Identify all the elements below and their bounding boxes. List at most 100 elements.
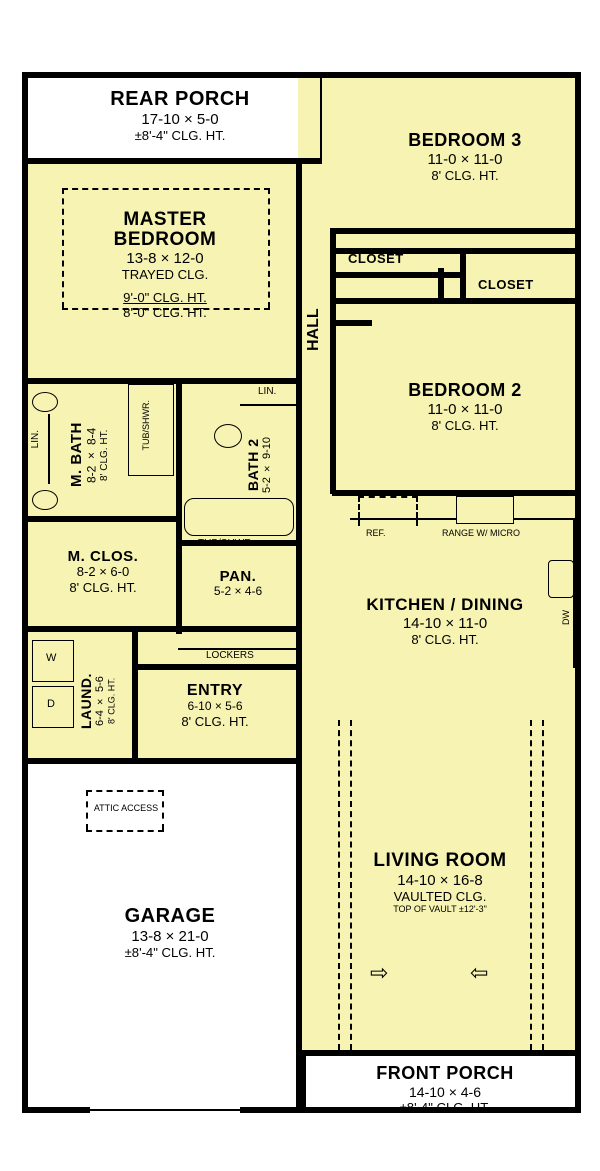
- wall-living-bottom: [300, 1050, 579, 1056]
- wall-top-right: [320, 72, 579, 78]
- master-tray-t: [62, 188, 270, 190]
- kitchen-name: KITCHEN / DINING: [330, 595, 560, 615]
- dryer-text: D: [47, 698, 55, 710]
- bath2-sink: [214, 424, 242, 448]
- bath2-lin-div: [240, 404, 296, 406]
- cooktop: [456, 496, 514, 524]
- attic-b: [86, 830, 164, 832]
- closet-r-label: CLOSET: [478, 278, 534, 293]
- attic-l: [86, 790, 88, 830]
- dw-text: DW: [561, 610, 571, 625]
- garage-top: [22, 758, 300, 764]
- washer-label: W: [46, 652, 56, 665]
- mclos-sub: 8' CLG. HT.: [38, 580, 168, 595]
- front-porch-sub: ±8'-4" CLG. HT.: [330, 1100, 560, 1115]
- bed2-name: BEDROOM 2: [370, 380, 560, 401]
- master-top-wall: [22, 158, 322, 164]
- wall-left: [22, 72, 28, 1113]
- garage-label: GARAGE 13-8 × 21-0 ±8'-4" CLG. HT.: [70, 905, 270, 960]
- tubshwr1-text: TUB/SHWR.: [141, 400, 151, 451]
- mbath-sub: 8' CLG. HT.: [99, 395, 111, 515]
- closet-l-name: CLOSET: [348, 251, 404, 266]
- garage-door-line: [90, 1109, 240, 1111]
- bath2-dim: 5-2 × 9-10: [261, 420, 274, 510]
- master-label: MASTER BEDROOM 13-8 × 12-0 TRAYED CLG. 9…: [75, 210, 255, 320]
- garage-right: [296, 626, 302, 1113]
- mclos-name: M. CLOS.: [38, 548, 168, 565]
- master-sub2: 9'-0" CLG. HT.: [75, 290, 255, 305]
- living-name: LIVING ROOM: [340, 850, 540, 872]
- entry-label: ENTRY 6-10 × 5-6 8' CLG. HT.: [150, 682, 280, 729]
- master-sub: TRAYED CLG.: [75, 267, 255, 282]
- closet-r-name: CLOSET: [478, 277, 534, 292]
- pan-name: PAN.: [188, 568, 288, 585]
- rear-porch-sub: ±8'-4" CLG. HT.: [60, 128, 300, 143]
- kitchen-sink: [548, 560, 574, 598]
- front-porch-name: FRONT PORCH: [330, 1063, 560, 1084]
- closets-bottom: [332, 298, 579, 304]
- living-label: LIVING ROOM 14-10 × 16-8 VAULTED CLG. TO…: [340, 850, 540, 915]
- laund-name: LAUND.: [78, 646, 94, 756]
- range-label: RANGE W/ MICRO: [442, 528, 520, 538]
- bath2-tub: [184, 498, 294, 536]
- bed3-name: BEDROOM 3: [370, 130, 560, 151]
- bed3-label: BEDROOM 3 11-0 × 11-0 8' CLG. HT.: [370, 130, 560, 183]
- master-right: [296, 158, 302, 382]
- attic-text: ATTIC ACCESS: [94, 803, 158, 813]
- entry-sub: 8' CLG. HT.: [150, 714, 280, 729]
- range-text: RANGE W/ MICRO: [442, 528, 520, 538]
- mclos-label: M. CLOS. 8-2 × 6-0 8' CLG. HT.: [38, 548, 168, 595]
- kitchen-dim: 14-10 × 11-0: [330, 615, 560, 632]
- lin2-label: LIN.: [258, 386, 276, 398]
- rear-porch-label: REAR PORCH 17-10 × 5-0 ±8'-4" CLG. HT.: [60, 88, 300, 143]
- lockers-text: LOCKERS: [206, 650, 254, 661]
- entry-name: ENTRY: [150, 682, 280, 700]
- tubshwr2-label: TUB/SHWR.: [198, 538, 254, 550]
- pan-bottom: [178, 626, 298, 632]
- bath2-label: BATH 2 5-2 × 9-10: [245, 420, 274, 510]
- rear-porch-name: REAR PORCH: [60, 88, 300, 111]
- front-porch-label: FRONT PORCH 14-10 × 4-6 ±8'-4" CLG. HT.: [330, 1063, 560, 1115]
- ref-t: [358, 496, 418, 498]
- laund-label: LAUND. 6-4 × 5-6 8' CLG. HT.: [78, 646, 117, 756]
- laund-sub: 8' CLG. HT.: [107, 646, 117, 756]
- kitchen-label: KITCHEN / DINING 14-10 × 11-0 8' CLG. HT…: [330, 595, 560, 647]
- attic-t: [86, 790, 164, 792]
- ref-r: [416, 496, 418, 526]
- bed3-sub: 8' CLG. HT.: [370, 168, 560, 183]
- ref-l: [358, 496, 360, 526]
- living-sub: VAULTED CLG.: [340, 889, 540, 904]
- mbath-label: M. BATH 8-2 × 8-4 8' CLG. HT.: [68, 395, 111, 515]
- living-dim: 14-10 × 16-8: [340, 872, 540, 889]
- bed3-dim: 11-0 × 11-0: [370, 151, 560, 168]
- hall-wall: [330, 228, 336, 494]
- bed2-dim: 11-0 × 11-0: [370, 401, 560, 418]
- wall-top-left: [22, 72, 320, 78]
- rear-porch-dim: 17-10 × 5-0: [60, 111, 300, 128]
- entry-dim: 6-10 × 5-6: [150, 700, 280, 714]
- laund-right: [132, 626, 138, 760]
- bed2-label: BEDROOM 2 11-0 × 11-0 8' CLG. HT.: [370, 380, 560, 433]
- mbath-sink2: [32, 490, 58, 510]
- hall-name: HALL: [305, 309, 322, 352]
- hall-label: HALL: [305, 290, 323, 370]
- garage-dim: 13-8 × 21-0: [70, 928, 270, 945]
- floor-plan: REAR PORCH 17-10 × 5-0 ±8'-4" CLG. HT. M…: [0, 0, 600, 1171]
- lin2-text: LIN.: [258, 386, 276, 397]
- closet-mid: [332, 272, 462, 278]
- arrow-left: ⇦: [470, 960, 488, 986]
- mbath-lin: [48, 414, 50, 484]
- pan-label: PAN. 5-2 × 4-6: [188, 568, 288, 599]
- fill-closet-gap: [298, 228, 575, 308]
- living-col-r2: [542, 720, 544, 1050]
- attic-label: ATTIC ACCESS: [90, 803, 162, 813]
- master-name: MASTER BEDROOM: [75, 210, 255, 250]
- lin1-text: LIN.: [30, 430, 41, 448]
- master-tray-l: [62, 188, 64, 308]
- master-sub3: 8'-0" CLG. HT.: [75, 305, 255, 320]
- mbath-mclos-div: [22, 516, 180, 522]
- bath2-right: [296, 378, 302, 634]
- ref-text: REF.: [366, 528, 386, 538]
- dw-label: DW: [561, 610, 571, 625]
- lin1-label: LIN.: [30, 430, 42, 448]
